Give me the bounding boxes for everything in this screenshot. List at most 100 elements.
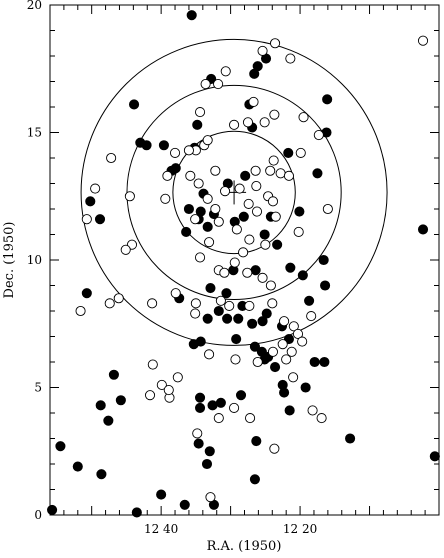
open-point bbox=[252, 356, 263, 368]
open-point bbox=[251, 180, 262, 192]
open-point bbox=[147, 359, 158, 370]
filled-point bbox=[283, 147, 294, 158]
open-point bbox=[297, 336, 308, 347]
filled-point bbox=[279, 387, 290, 398]
open-point bbox=[292, 328, 304, 340]
open-point bbox=[193, 178, 204, 189]
open-point bbox=[104, 298, 115, 309]
open-point bbox=[244, 234, 255, 245]
filled-point bbox=[85, 196, 96, 207]
filled-point bbox=[304, 295, 315, 306]
filled-point bbox=[115, 395, 126, 406]
filled-point bbox=[238, 211, 249, 222]
open-point bbox=[229, 119, 240, 130]
open-point bbox=[244, 300, 255, 311]
open-point bbox=[234, 183, 245, 194]
ring-3 bbox=[80, 38, 388, 346]
open-point bbox=[283, 170, 295, 181]
filled-point bbox=[231, 333, 242, 345]
open-point bbox=[160, 193, 171, 204]
open-point bbox=[147, 298, 158, 309]
filled-point bbox=[250, 265, 261, 276]
open-point bbox=[259, 117, 270, 128]
open-point bbox=[242, 117, 254, 128]
open-point bbox=[215, 295, 226, 306]
open-point bbox=[144, 390, 156, 401]
open-point bbox=[295, 147, 306, 158]
filled-point bbox=[81, 288, 92, 299]
open-point bbox=[306, 311, 317, 322]
open-point bbox=[219, 267, 230, 278]
open-point bbox=[269, 443, 280, 454]
y-tick-label: 10 bbox=[27, 253, 42, 267]
filled-point bbox=[47, 504, 58, 515]
open-point bbox=[113, 293, 124, 304]
open-point bbox=[124, 191, 135, 202]
open-point bbox=[231, 224, 242, 235]
open-point bbox=[200, 79, 211, 90]
filled-point bbox=[131, 507, 142, 518]
open-point bbox=[230, 354, 241, 365]
filled-point bbox=[319, 356, 330, 368]
filled-point bbox=[129, 99, 140, 110]
filled-point bbox=[55, 441, 66, 452]
open-point bbox=[90, 183, 101, 194]
filled-point bbox=[259, 229, 270, 240]
filled-point bbox=[181, 226, 192, 237]
filled-point bbox=[94, 214, 106, 225]
filled-point bbox=[194, 392, 206, 403]
open-point bbox=[229, 402, 240, 413]
filled-point bbox=[257, 316, 268, 327]
filled-point bbox=[96, 469, 107, 480]
filled-point bbox=[205, 282, 216, 294]
open-point bbox=[260, 239, 271, 250]
open-point bbox=[192, 428, 203, 439]
open-point bbox=[242, 267, 253, 278]
filled-point bbox=[183, 203, 194, 215]
filled-point bbox=[207, 400, 218, 411]
filled-point bbox=[179, 499, 190, 510]
filled-point bbox=[249, 341, 260, 352]
open-point bbox=[265, 280, 276, 291]
x-tick-label: 12 20 bbox=[283, 522, 317, 536]
open-point bbox=[202, 135, 213, 146]
filled-point bbox=[284, 405, 295, 416]
open-point bbox=[219, 186, 231, 197]
y-axis-label: Dec. (1950) bbox=[2, 222, 17, 299]
open-point bbox=[213, 413, 224, 424]
open-point bbox=[163, 384, 174, 396]
filled-point bbox=[294, 206, 305, 217]
open-point bbox=[213, 216, 224, 227]
open-point bbox=[248, 96, 259, 107]
filled-point bbox=[201, 458, 213, 470]
open-point bbox=[307, 405, 318, 416]
filled-point bbox=[272, 239, 283, 250]
open-point bbox=[220, 66, 231, 77]
filled-point bbox=[108, 369, 119, 380]
x-axis-label: R.A. (1950) bbox=[207, 539, 282, 554]
open-point bbox=[270, 211, 281, 222]
filled-point bbox=[204, 446, 215, 457]
filled-point bbox=[285, 262, 296, 273]
open-point bbox=[162, 170, 173, 181]
filled-point bbox=[221, 288, 232, 299]
open-point bbox=[265, 165, 276, 176]
open-point bbox=[417, 35, 429, 46]
filled-point bbox=[320, 280, 331, 291]
open-point bbox=[194, 252, 206, 263]
open-point bbox=[277, 339, 288, 350]
open-point bbox=[245, 413, 256, 424]
y-tick-label: 15 bbox=[27, 126, 42, 140]
data-points bbox=[47, 10, 440, 518]
open-point bbox=[204, 349, 215, 360]
filled-point bbox=[270, 362, 281, 373]
filled-point bbox=[188, 339, 199, 350]
filled-point bbox=[417, 224, 429, 235]
filled-point bbox=[345, 433, 356, 444]
open-point bbox=[210, 165, 221, 176]
open-point bbox=[169, 147, 181, 158]
filled-point bbox=[429, 451, 440, 462]
open-point bbox=[194, 107, 206, 118]
filled-point bbox=[322, 94, 333, 105]
filled-point bbox=[233, 313, 244, 324]
